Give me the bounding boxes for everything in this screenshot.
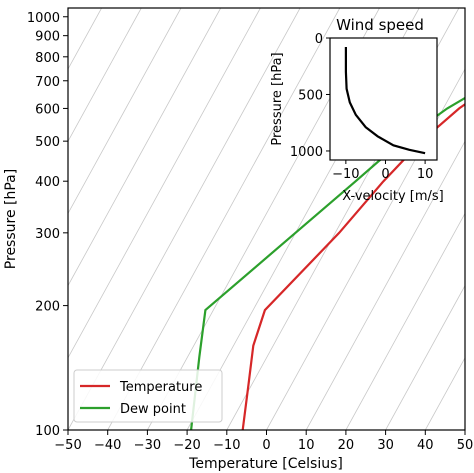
y-tick-label: 600	[35, 102, 60, 117]
legend-label-dew-point: Dew point	[120, 402, 186, 417]
gridline	[68, 8, 142, 143]
gridline	[68, 8, 261, 359]
y-tick-label: 1000	[27, 11, 60, 26]
x-tick-label: 0	[262, 438, 270, 453]
x-tick-label: −40	[94, 438, 121, 453]
y-axis-label: Pressure [hPa]	[3, 169, 19, 269]
gridline	[68, 8, 301, 430]
x-tick-label: −20	[173, 438, 200, 453]
wind-profile-line	[344, 47, 426, 155]
y-tick-label: 500	[35, 135, 60, 150]
inset-y-axis-label: Pressure [hPa]	[270, 52, 285, 145]
gridline	[107, 8, 341, 430]
y-tick-label: 800	[35, 51, 60, 66]
inset-wind-chart: Wind speed −10 0 10 0 500 1000 X-velocity [m…	[270, 16, 444, 204]
y-tick-label: 900	[35, 30, 60, 45]
x-tick-label: 20	[338, 438, 355, 453]
gridline	[464, 429, 465, 430]
inset-title: Wind speed	[336, 16, 424, 34]
x-tick-label: −30	[134, 438, 161, 453]
x-tick-label: −10	[213, 438, 240, 453]
legend: Temperature Dew point	[73, 369, 223, 423]
x-tick-label: −50	[54, 438, 81, 453]
gridline	[424, 356, 465, 430]
y-tick-label: 300	[35, 227, 60, 242]
x-tick-label: 50	[457, 438, 474, 453]
y-tick-label: 100	[35, 424, 60, 439]
gridline	[345, 212, 465, 430]
y-tick-label: 700	[35, 75, 60, 90]
x-axis-label: Temperature [Celsius]	[188, 456, 343, 472]
gridline	[68, 8, 182, 215]
y-axis-ticks: 100 200 300 400 500 600 700 800 900 1000	[27, 11, 68, 439]
x-axis-ticks: −50 −40 −30 −20 −10 0 10 20 30 40 50	[54, 430, 473, 453]
legend-label-temperature: Temperature	[119, 380, 202, 395]
inset-x-axis-ticks: −10 0 10	[332, 160, 433, 182]
legend-box	[73, 369, 223, 423]
inset-y-tick-label: 500	[298, 88, 323, 103]
gridline	[68, 8, 222, 287]
inset-x-tick-label: −10	[332, 167, 359, 182]
y-tick-label: 400	[35, 175, 60, 190]
inset-y-tick-label: 0	[315, 32, 323, 47]
y-tick-label: 200	[35, 300, 60, 315]
gridline	[305, 140, 465, 430]
x-tick-label: 40	[417, 438, 434, 453]
inset-y-axis-ticks: 0 500 1000	[290, 32, 330, 160]
inset-x-axis-label: X-velocity [m/s]	[342, 189, 444, 204]
gridline	[266, 68, 465, 430]
inset-x-tick-label: 10	[417, 167, 434, 182]
x-tick-label: 30	[377, 438, 394, 453]
x-tick-label: 10	[298, 438, 315, 453]
inset-x-tick-label: 0	[381, 167, 389, 182]
inset-y-tick-label: 1000	[290, 145, 323, 160]
gridline	[385, 284, 465, 430]
